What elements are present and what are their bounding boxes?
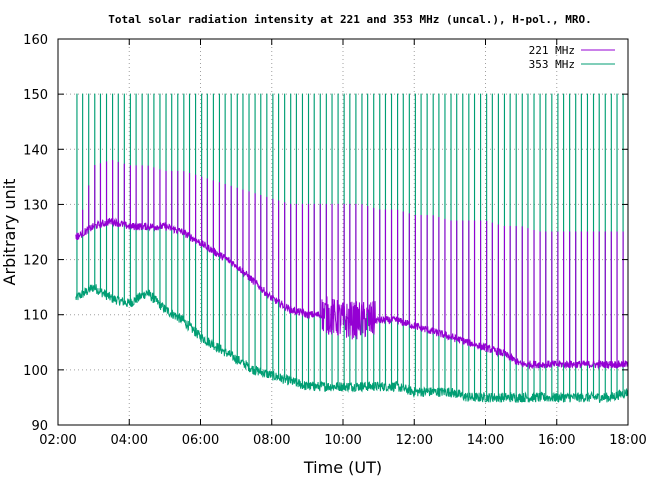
y-tick-label: 90 xyxy=(31,419,48,434)
series-line-221 xyxy=(75,160,629,370)
x-tick-label: 04:00 xyxy=(111,433,148,448)
y-axis: 90 100 110 120 130 140 150 160 xyxy=(23,33,628,434)
y-tick-label: 140 xyxy=(23,143,48,158)
y-tick-label: 160 xyxy=(23,33,48,48)
y-tick-label: 150 xyxy=(23,88,48,103)
y-tick-label: 130 xyxy=(23,198,48,213)
x-axis: 02:00 04:00 06:00 08:00 10:00 12:00 14:00 16:00… xyxy=(39,39,647,448)
x-tick-label: 12:00 xyxy=(396,433,433,448)
x-tick-label: 08:00 xyxy=(253,433,290,448)
x-tick-label: 18:00 xyxy=(609,433,646,448)
x-tick-label: 10:00 xyxy=(324,433,361,448)
x-tick-label: 06:00 xyxy=(182,433,219,448)
y-axis-label: Arbitrary unit xyxy=(0,179,19,286)
x-tick-label: 14:00 xyxy=(467,433,504,448)
y-tick-label: 100 xyxy=(23,364,48,379)
x-tick-label: 16:00 xyxy=(538,433,575,448)
y-tick-label: 110 xyxy=(23,309,48,324)
x-axis-label: Time (UT) xyxy=(303,458,382,477)
x-tick-label: 02:00 xyxy=(39,433,76,448)
chart-title: Total solar radiation intensity at 221 a… xyxy=(108,13,591,26)
plot-area xyxy=(75,93,629,404)
legend-label: 353 MHz xyxy=(529,58,575,71)
series-line-353 xyxy=(75,93,629,404)
y-tick-label: 120 xyxy=(23,254,48,269)
legend-label: 221 MHz xyxy=(529,44,575,57)
